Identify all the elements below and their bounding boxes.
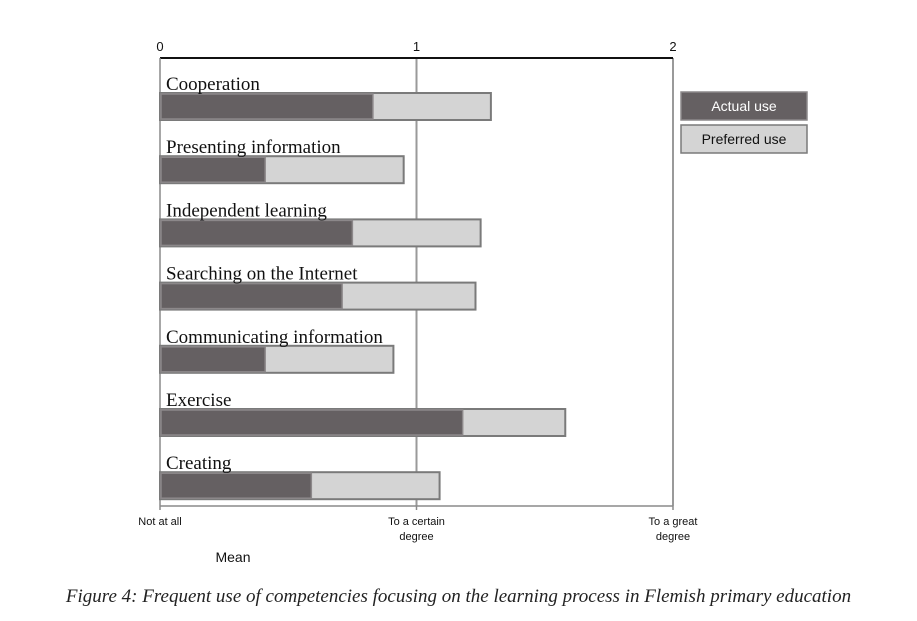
category-label: Exercise [166,390,231,411]
bar-actual-use [160,346,266,373]
category-labels: Cooperation Presenting information Indepen… [166,74,383,474]
top-tick-labels: 0 1 2 [156,39,676,54]
bar-actual-use [160,156,266,183]
legend-label: Preferred use [702,131,787,147]
legend-item: Actual use [680,91,808,121]
bottom-tick-label: To a certain degree [388,516,445,543]
bar-actual-use [160,282,343,310]
category-label: Cooperation [166,74,260,95]
legend-swatch [680,91,808,121]
x-axis-label: Mean [215,549,250,565]
bar-actual-use [160,219,354,247]
bottom-tick-labels: Not at all To a certain degree To a great de… [138,516,697,543]
bars [159,92,567,501]
top-tick-label: 1 [413,39,420,54]
category-label: Independent learning [166,200,327,221]
bar-chart: 0 1 2 Cooperation Presenting information Ind… [138,39,808,565]
bottom-tick-label: Not at all [138,516,181,528]
legend-item: Preferred use [680,124,808,154]
legend-swatch [680,124,808,154]
bar-actual-use [160,409,464,436]
figure-caption: Figure 4: Frequent use of competencies f… [65,586,852,607]
legend: Actual use Preferred use [680,91,808,154]
top-tick-label: 0 [156,39,163,54]
bottom-tick-label: To a great degree [649,516,698,543]
category-label: Searching on the Internet [166,264,358,285]
category-label: Creating [166,453,232,474]
category-label: Presenting information [166,137,341,158]
bar-actual-use [160,472,313,499]
category-label: Communicating information [166,327,383,348]
top-tick-label: 2 [669,39,676,54]
legend-label: Actual use [711,98,777,114]
bar-actual-use [160,93,374,120]
